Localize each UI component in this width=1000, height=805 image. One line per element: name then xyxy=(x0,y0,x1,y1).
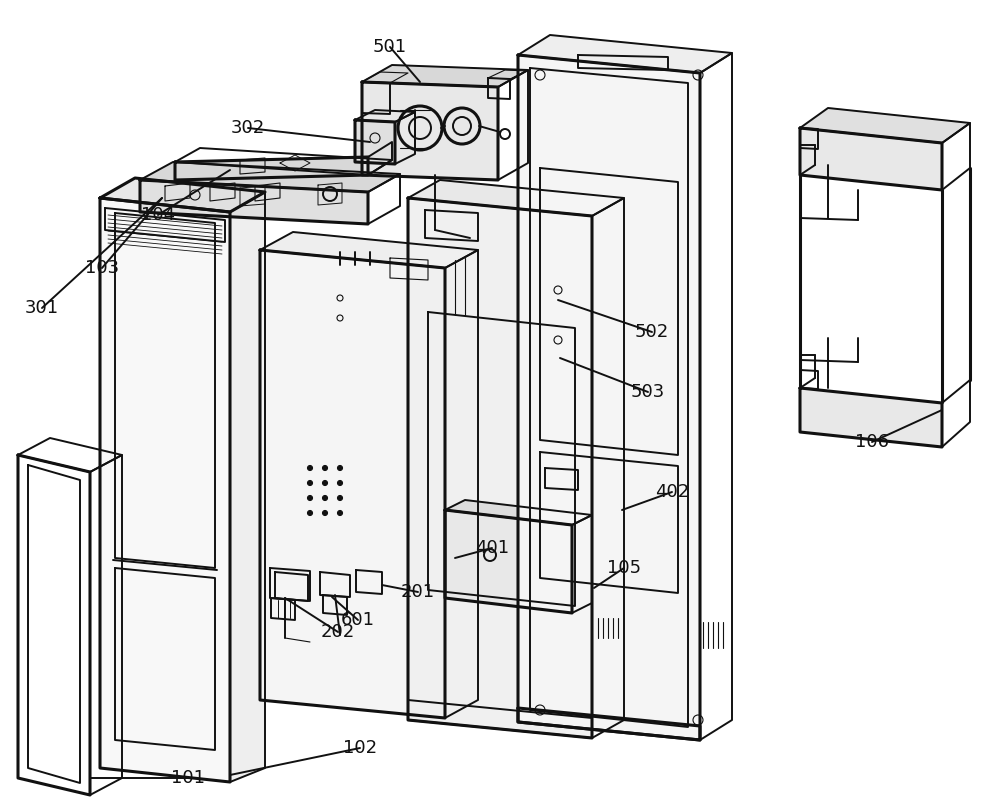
Circle shape xyxy=(322,496,328,501)
Text: 502: 502 xyxy=(635,323,669,341)
Text: 104: 104 xyxy=(141,206,175,224)
Polygon shape xyxy=(140,180,368,224)
Text: 402: 402 xyxy=(655,483,689,501)
Text: 401: 401 xyxy=(475,539,509,557)
Polygon shape xyxy=(362,65,528,87)
Circle shape xyxy=(308,481,312,485)
Text: 601: 601 xyxy=(341,611,375,629)
Polygon shape xyxy=(445,500,592,525)
Circle shape xyxy=(338,465,342,470)
Text: 103: 103 xyxy=(85,259,119,277)
Circle shape xyxy=(338,510,342,515)
Circle shape xyxy=(338,496,342,501)
Text: 105: 105 xyxy=(607,559,641,577)
Circle shape xyxy=(338,481,342,485)
Polygon shape xyxy=(800,108,970,143)
Text: 102: 102 xyxy=(343,739,377,757)
Circle shape xyxy=(308,465,312,470)
Polygon shape xyxy=(100,198,230,782)
Circle shape xyxy=(308,496,312,501)
Polygon shape xyxy=(355,120,395,164)
Polygon shape xyxy=(800,128,942,190)
Polygon shape xyxy=(260,232,478,268)
Polygon shape xyxy=(260,250,445,718)
Text: 301: 301 xyxy=(25,299,59,317)
Text: 106: 106 xyxy=(855,433,889,451)
Polygon shape xyxy=(800,388,942,447)
Polygon shape xyxy=(518,35,732,73)
Text: 503: 503 xyxy=(631,383,665,401)
Polygon shape xyxy=(408,198,592,738)
Polygon shape xyxy=(100,178,265,212)
Text: 202: 202 xyxy=(321,623,355,641)
Circle shape xyxy=(308,510,312,515)
Polygon shape xyxy=(230,192,265,782)
Text: 302: 302 xyxy=(231,119,265,137)
Polygon shape xyxy=(140,162,400,192)
Text: 501: 501 xyxy=(373,38,407,56)
Polygon shape xyxy=(175,157,368,180)
Circle shape xyxy=(322,465,328,470)
Circle shape xyxy=(322,481,328,485)
Text: 101: 101 xyxy=(171,769,205,787)
Polygon shape xyxy=(362,82,498,180)
Text: 201: 201 xyxy=(401,583,435,601)
Polygon shape xyxy=(408,180,624,216)
Polygon shape xyxy=(518,55,700,740)
Circle shape xyxy=(322,510,328,515)
Polygon shape xyxy=(445,510,572,613)
